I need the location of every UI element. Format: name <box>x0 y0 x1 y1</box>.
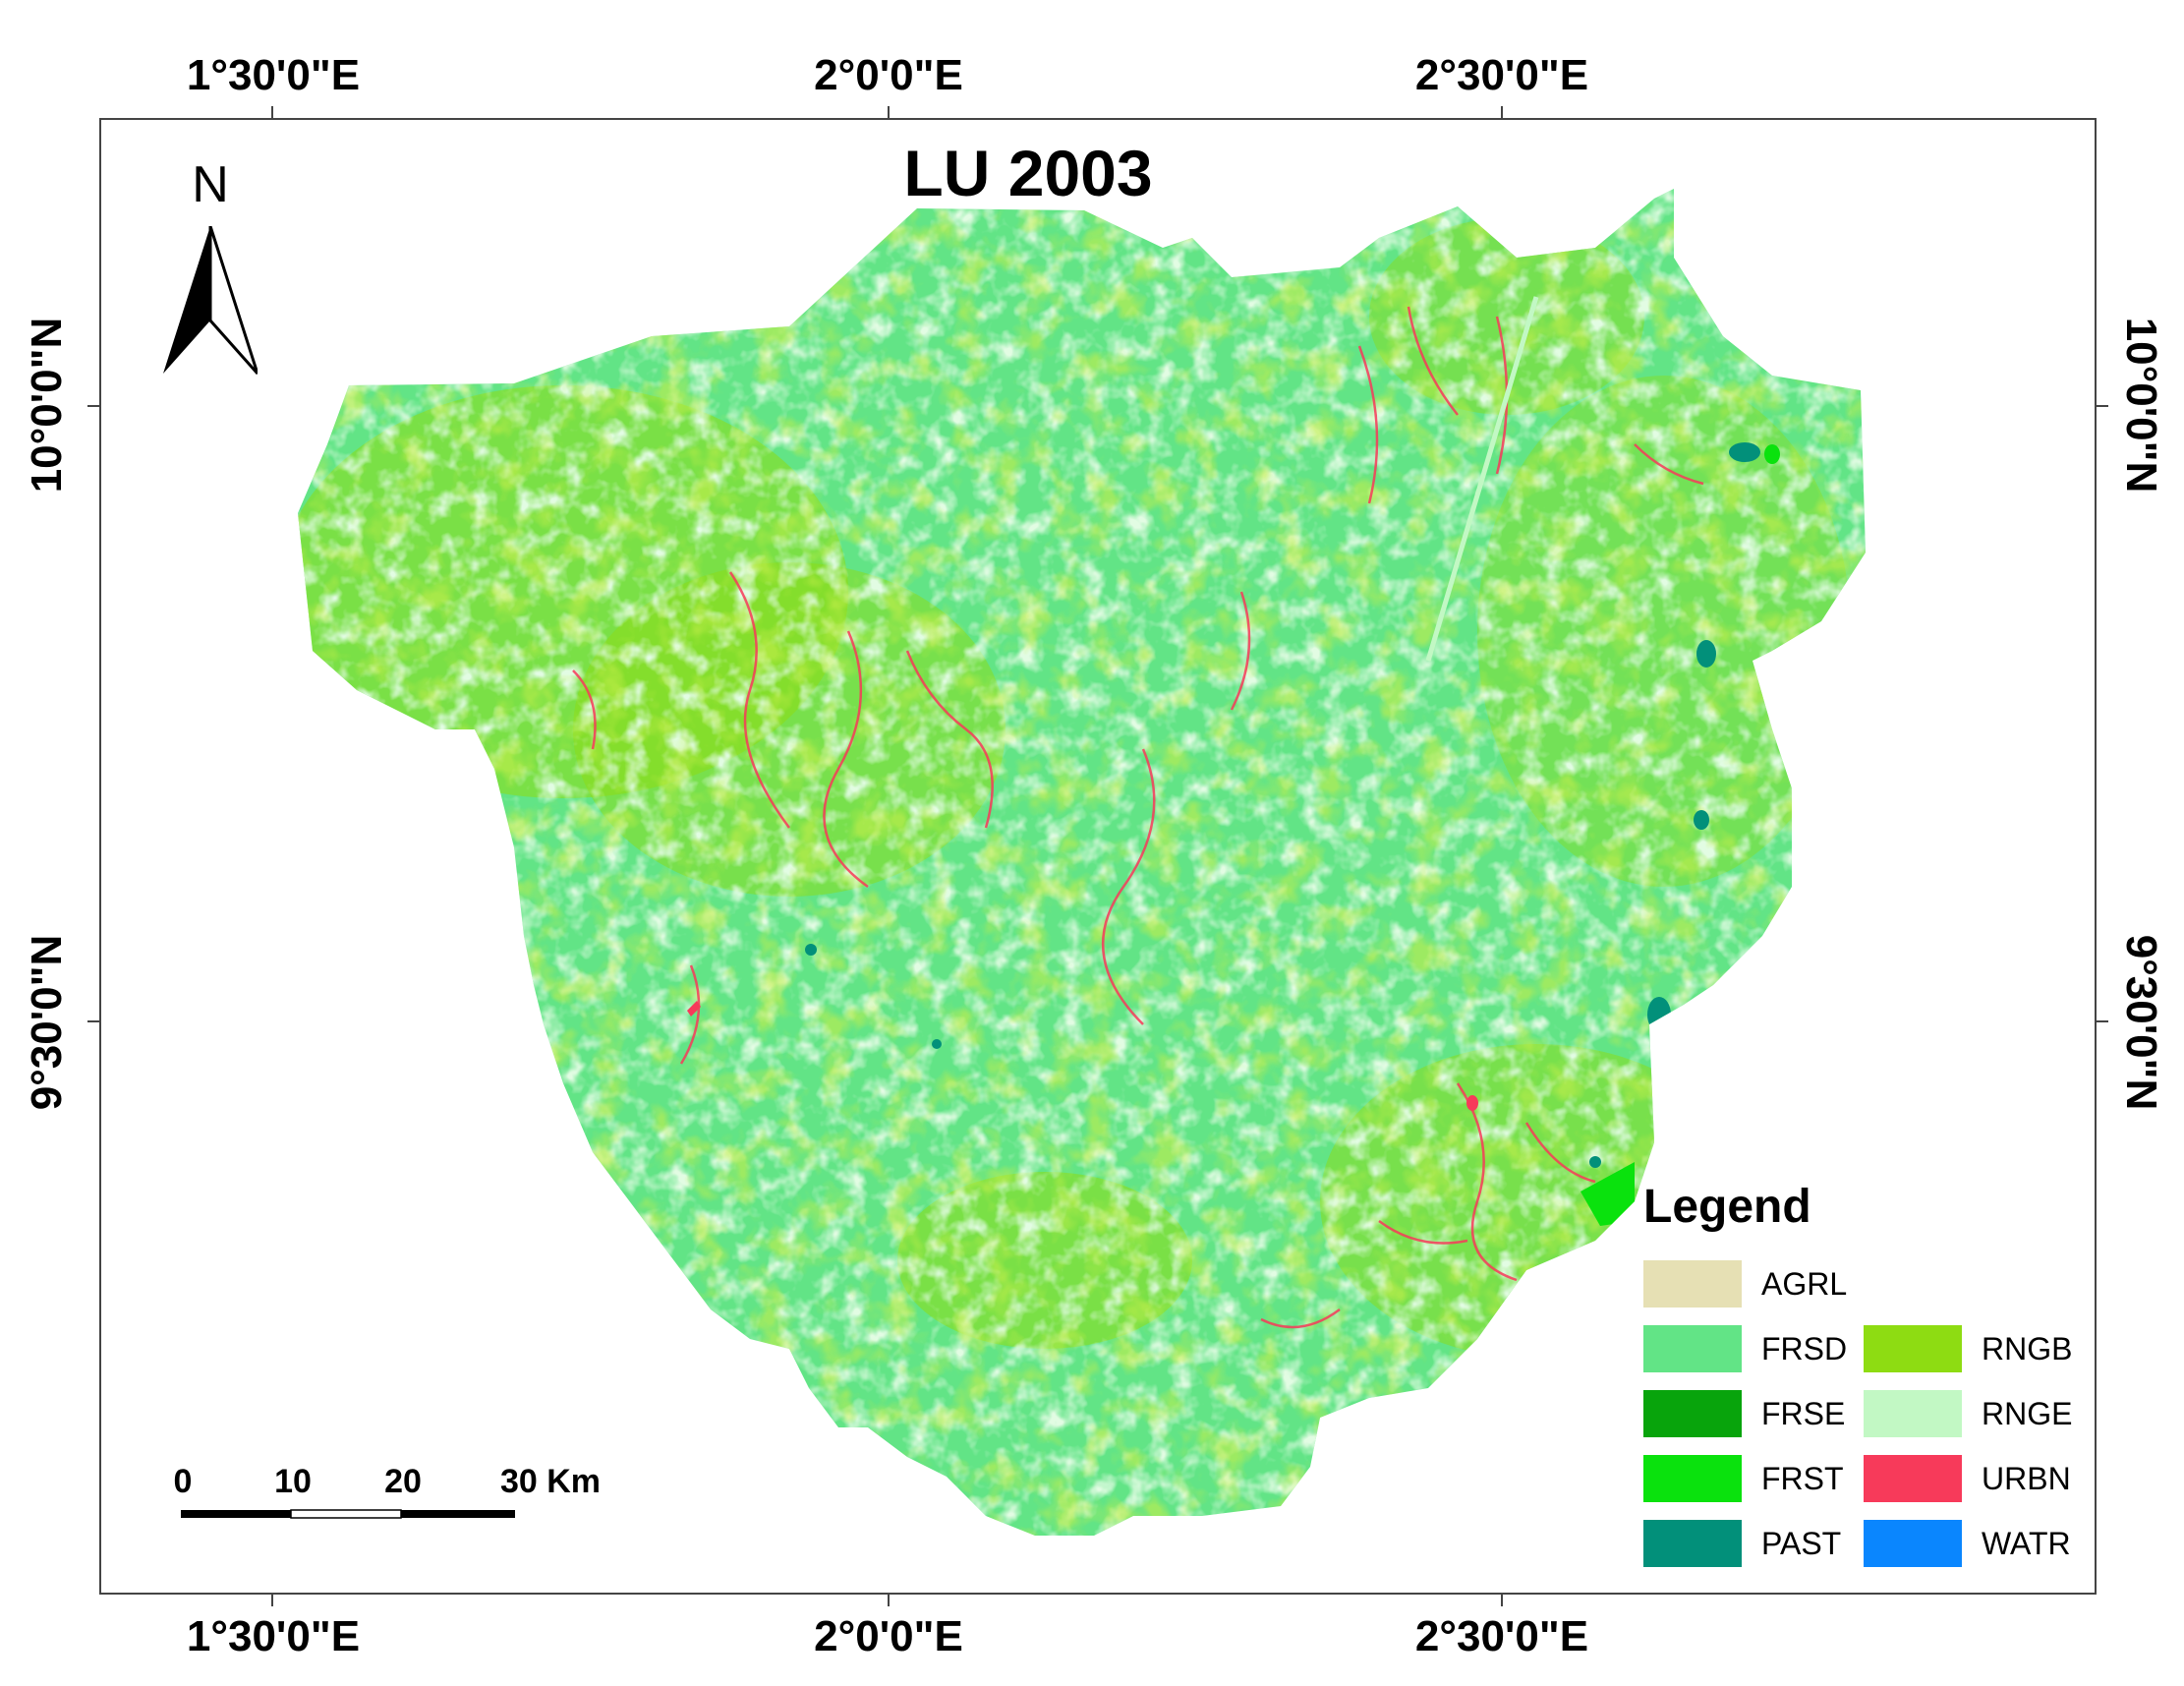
past-patch <box>932 1039 942 1049</box>
tick-bottom-2 <box>888 1595 890 1606</box>
tick-right-2 <box>2097 1020 2108 1022</box>
longitude-label-top: 2°30'0"E <box>1414 51 1589 99</box>
past-patch <box>1647 997 1671 1032</box>
latitude-label-right: 10°0'0"N <box>2117 317 2165 494</box>
scale-label: 20 <box>384 1463 422 1500</box>
north-arrow-icon <box>163 226 258 375</box>
past-patch <box>805 944 817 956</box>
past-patch <box>1729 442 1760 462</box>
tick-top-3 <box>1501 106 1503 118</box>
legend-label: RNGE <box>1982 1395 2073 1431</box>
map-frame <box>99 118 2097 1595</box>
tick-bottom-3 <box>1501 1595 1503 1606</box>
urban-lines <box>572 306 1704 1329</box>
legend-item-frsd: FRSD <box>1643 1325 1847 1372</box>
frst-patch <box>1581 1162 1635 1226</box>
legend-label: PAST <box>1761 1525 1842 1561</box>
tick-top-1 <box>271 106 273 118</box>
frst-patch <box>469 764 481 774</box>
legend-item-rngb: RNGB <box>1864 1325 2072 1372</box>
ne-linear-feature <box>1425 296 1539 662</box>
scale-label: 0 <box>173 1463 193 1500</box>
legend-label: URBN <box>1982 1460 2071 1496</box>
land-use-map <box>298 189 1866 1536</box>
legend-label: RNGB <box>1982 1330 2073 1366</box>
scale-label: 30 Km <box>499 1463 602 1500</box>
longitude-label-bottom: 2°0'0"E <box>814 1612 963 1660</box>
legend-title: Legend <box>1643 1181 1811 1233</box>
legend-swatch <box>1643 1325 1742 1372</box>
scale-label: 10 <box>274 1463 312 1500</box>
scale-bar <box>181 1509 515 1519</box>
legend-item-watr: WATR <box>1864 1520 2071 1567</box>
past-patch <box>1694 810 1709 830</box>
tick-right-1 <box>2097 405 2108 407</box>
legend-swatch <box>1643 1520 1742 1567</box>
legend-label: WATR <box>1982 1525 2071 1561</box>
longitude-label-bottom: 1°30'0"E <box>186 1612 361 1660</box>
tick-left-2 <box>87 1020 99 1022</box>
legend-swatch <box>1643 1390 1742 1437</box>
legend-item-agrl: AGRL <box>1643 1260 1847 1308</box>
legend-swatch <box>1864 1520 1962 1567</box>
past-patch <box>1589 1156 1601 1168</box>
legend-swatch <box>1864 1325 1962 1372</box>
map-title: LU 2003 <box>903 137 1153 209</box>
latitude-label-right: 9°30'0"N <box>2117 934 2165 1111</box>
legend-label: AGRL <box>1761 1265 1848 1302</box>
latitude-label-left: 10°0'0"N <box>23 317 71 494</box>
legend-label: FRST <box>1761 1460 1844 1496</box>
tick-top-2 <box>888 106 890 118</box>
north-label: N <box>192 156 229 213</box>
urbn-patch <box>1466 1095 1478 1111</box>
legend-label: FRSD <box>1761 1330 1848 1366</box>
legend-item-frse: FRSE <box>1643 1390 1845 1437</box>
longitude-label-bottom: 2°30'0"E <box>1414 1612 1589 1660</box>
legend-swatch <box>1864 1455 1962 1502</box>
tick-bottom-1 <box>271 1595 273 1606</box>
legend-swatch <box>1864 1390 1962 1437</box>
legend-item-urbn: URBN <box>1864 1455 2071 1502</box>
legend-item-frst: FRST <box>1643 1455 1844 1502</box>
longitude-label-top: 1°30'0"E <box>186 51 361 99</box>
past-patch <box>1696 640 1716 668</box>
legend-swatch <box>1643 1260 1742 1308</box>
frst-patch <box>1764 444 1780 464</box>
rngb-texture <box>298 189 1866 1536</box>
legend-item-rnge: RNGE <box>1864 1390 2072 1437</box>
longitude-label-top: 2°0'0"E <box>814 51 963 99</box>
legend-item-past: PAST <box>1643 1520 1841 1567</box>
legend-label: FRSE <box>1761 1395 1846 1431</box>
legend-swatch <box>1643 1455 1742 1502</box>
tick-left-1 <box>87 405 99 407</box>
urbn-patch <box>687 1001 701 1017</box>
latitude-label-left: 9°30'0"N <box>23 934 71 1111</box>
